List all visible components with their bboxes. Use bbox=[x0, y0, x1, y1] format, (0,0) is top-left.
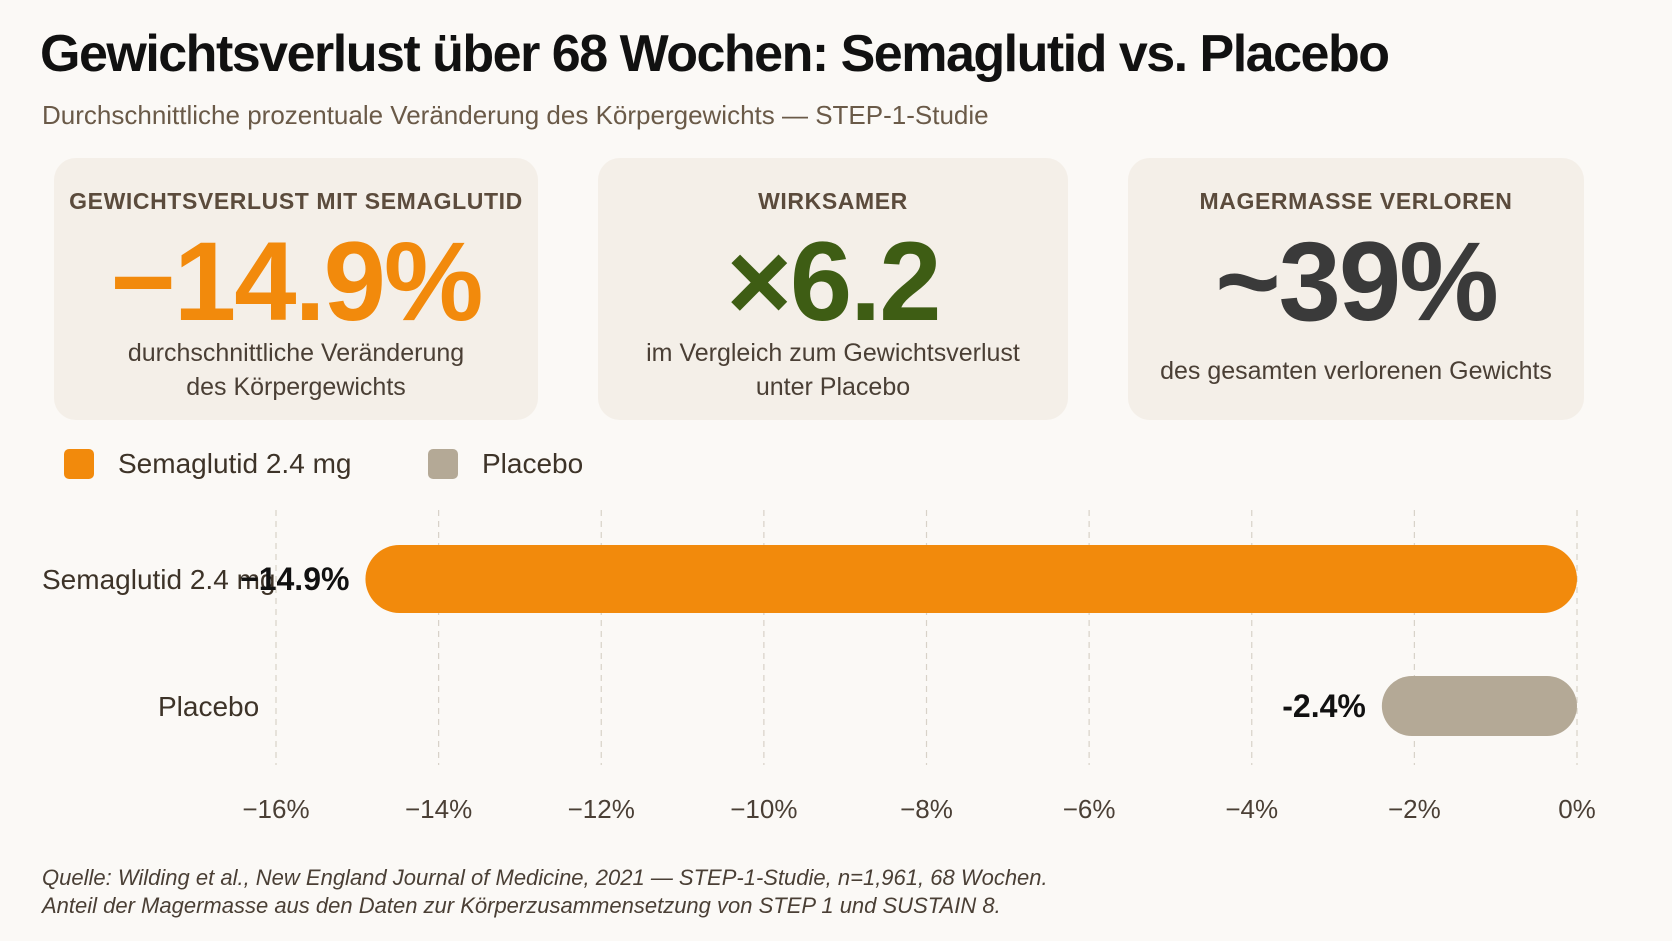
source-note: Quelle: Wilding et al., New England Jour… bbox=[42, 864, 1048, 920]
bar-placebo bbox=[1381, 676, 1577, 736]
source-line: Quelle: Wilding et al., New England Jour… bbox=[42, 865, 1048, 890]
stat-card-desc-line: des gesamten verlorenen Gewichts bbox=[1160, 357, 1552, 385]
stat-card-description: durchschnittliche Veränderung des Körper… bbox=[74, 336, 518, 404]
stat-card-value: ~39% bbox=[1215, 219, 1499, 344]
chart-title: Gewichtsverlust über 68 Wochen: Semaglut… bbox=[40, 25, 1390, 83]
bar-semaglutide bbox=[365, 545, 1578, 613]
bars bbox=[365, 545, 1578, 736]
legend-label: Placebo bbox=[482, 448, 584, 479]
stat-card-value: ×6.2 bbox=[726, 219, 941, 344]
value-label: -2.4% bbox=[1282, 688, 1366, 724]
legend-item-semaglutide: Semaglutid 2.4 mg bbox=[64, 446, 351, 482]
x-tick-label: −16% bbox=[242, 794, 309, 824]
legend-item-placebo: Placebo bbox=[428, 446, 583, 482]
legend-swatch-placebo bbox=[428, 449, 458, 479]
stat-card-label: MAGERMASSE VERLOREN bbox=[1199, 188, 1513, 214]
stat-card-lean-mass: MAGERMASSE VERLOREN ~39% des gesamten ve… bbox=[1128, 158, 1584, 420]
x-tick-label: −8% bbox=[900, 794, 953, 824]
stat-card-description: im Vergleich zum Gewichtsverlust unter P… bbox=[618, 336, 1048, 404]
stat-card-label: WIRKSAMER bbox=[758, 188, 908, 214]
x-tick-label: −14% bbox=[405, 794, 472, 824]
stat-card-value: −14.9% bbox=[110, 219, 484, 344]
legend-swatch-semaglutide bbox=[64, 449, 94, 479]
x-tick-label: −10% bbox=[730, 794, 797, 824]
chart-subtitle: Durchschnittliche prozentuale Veränderun… bbox=[42, 100, 989, 130]
stat-card-weight-loss: GEWICHTSVERLUST MIT SEMAGLUTID −14.9% du… bbox=[54, 158, 538, 420]
stat-card-desc-line: durchschnittliche Veränderung bbox=[127, 339, 465, 367]
stat-card-description: des gesamten verlorenen Gewichts bbox=[1148, 354, 1564, 388]
category-label: Placebo bbox=[158, 691, 259, 722]
x-tick-label: −4% bbox=[1225, 794, 1278, 824]
stat-card-effectiveness: WIRKSAMER ×6.2 im Vergleich zum Gewichts… bbox=[598, 158, 1068, 420]
stat-card-desc-line: im Vergleich zum Gewichtsverlust bbox=[646, 339, 1020, 367]
x-tick-label: −6% bbox=[1063, 794, 1116, 824]
x-tick-label: −2% bbox=[1388, 794, 1441, 824]
stat-card-desc-line: des Körpergewichts bbox=[186, 373, 406, 401]
stat-card-label: GEWICHTSVERLUST MIT SEMAGLUTID bbox=[69, 188, 523, 214]
x-tick-label: −12% bbox=[568, 794, 635, 824]
source-line: Anteil der Magermasse aus den Daten zur … bbox=[42, 893, 1001, 918]
category-label: Semaglutid 2.4 mg bbox=[42, 564, 275, 595]
labels: −16% −14% −12% −10% −8% −6% −4% −2% 0% Semaglutid… bbox=[42, 561, 1596, 824]
x-tick-label: 0% bbox=[1558, 794, 1596, 824]
stat-card-desc-line: unter Placebo bbox=[755, 373, 911, 401]
bar-chart: −16% −14% −12% −10% −8% −6% −4% −2% 0% Semaglutid… bbox=[42, 510, 1596, 824]
value-label: −14.9% bbox=[240, 561, 349, 597]
legend-label: Semaglutid 2.4 mg bbox=[118, 448, 352, 479]
